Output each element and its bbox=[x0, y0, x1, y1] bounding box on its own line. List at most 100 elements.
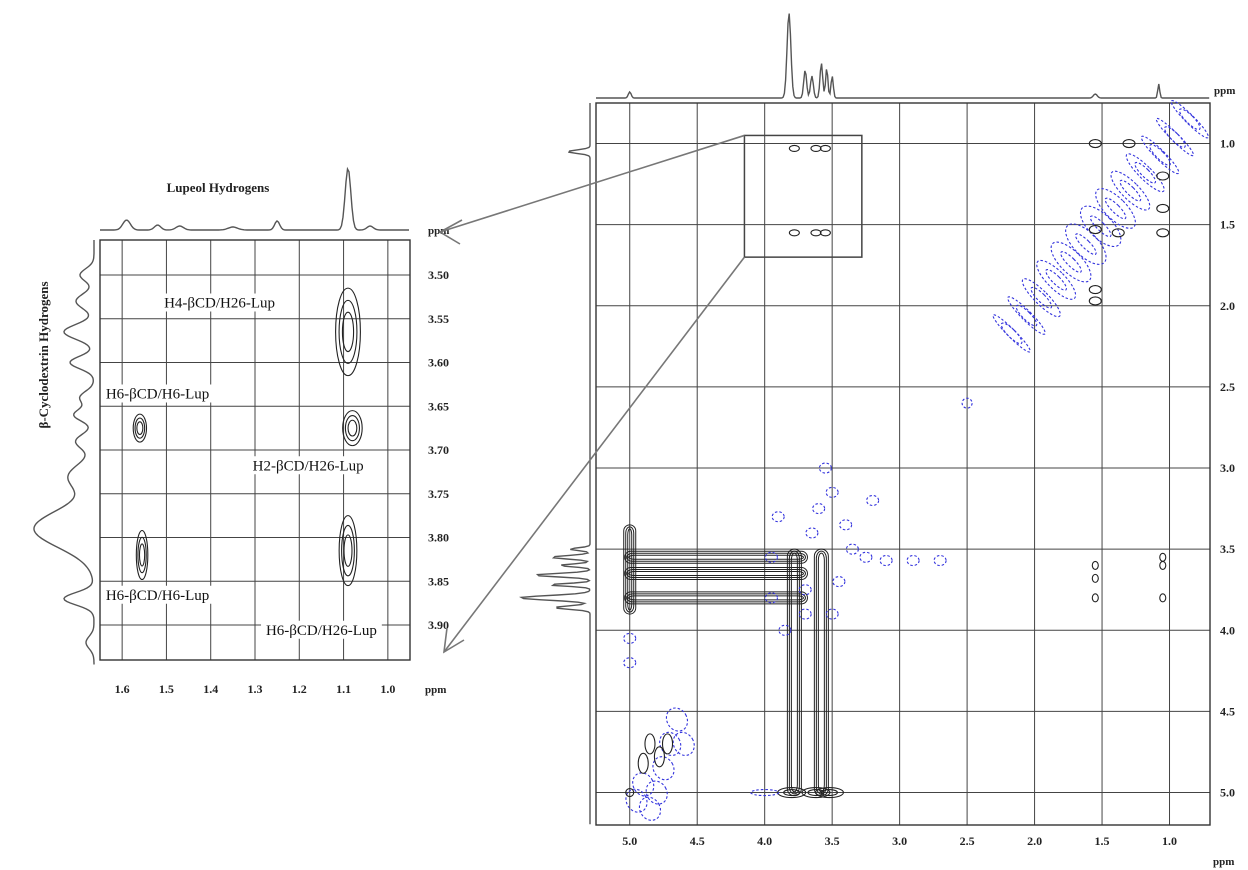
negative-peak bbox=[623, 657, 637, 669]
diagonal-peak bbox=[961, 397, 973, 409]
main-grid bbox=[596, 103, 1210, 825]
diagonal-peak bbox=[1110, 170, 1151, 211]
cross-peak-ridge bbox=[624, 567, 808, 581]
annotation-backing bbox=[159, 293, 280, 312]
cross-peak bbox=[788, 229, 800, 237]
inset-cross-peak bbox=[341, 524, 355, 577]
main-y-ticks: 1.0 1.5 2.0 2.5 3.0 3.5 4.0 4.5 5.0 bbox=[1220, 137, 1235, 800]
cross-peak bbox=[807, 789, 825, 797]
cross-peak bbox=[653, 746, 665, 768]
inset-cross-peaks bbox=[132, 287, 363, 587]
inset-cross-peak bbox=[335, 287, 361, 377]
diagonal-peak bbox=[1000, 322, 1023, 345]
negative-peak bbox=[832, 576, 846, 588]
cross-peak-ridge bbox=[626, 569, 806, 579]
diagonal-peak bbox=[1164, 126, 1186, 148]
negative-peak bbox=[638, 796, 662, 821]
diagonal-peak bbox=[1155, 117, 1195, 157]
negative-peak bbox=[859, 551, 873, 563]
negative-peak bbox=[778, 624, 792, 636]
negative-peak bbox=[764, 551, 778, 563]
cross-peak-ridge bbox=[625, 526, 635, 613]
main-y-tick-label: 4.5 bbox=[1220, 704, 1235, 718]
inset-cross-peak bbox=[338, 299, 358, 364]
main-x-tick-label: 4.5 bbox=[690, 834, 705, 848]
inset-x-tick-label: 1.6 bbox=[115, 682, 130, 696]
cross-peak bbox=[625, 788, 635, 798]
cross-peak bbox=[1091, 560, 1099, 570]
negative-peak bbox=[665, 707, 689, 732]
main-plot-frame bbox=[595, 102, 1211, 826]
inset-cross-peak bbox=[136, 421, 144, 435]
main-x-tick-label: 3.5 bbox=[825, 834, 840, 848]
main-y-tick-label: 5.0 bbox=[1220, 786, 1235, 800]
inset-y-tick-label: 3.70 bbox=[428, 443, 449, 457]
main-y-tick-label: 1.0 bbox=[1220, 137, 1235, 151]
cross-peak-ridge bbox=[628, 554, 804, 560]
negative-peak bbox=[771, 511, 785, 523]
main-spectrum: 5.0 4.5 4.0 3.5 3.0 2.5 2.0 1.5 1.0 1.0 1.5 2.0 2.5… bbox=[519, 13, 1235, 868]
negative-peak bbox=[798, 584, 812, 596]
negative-peak bbox=[623, 632, 637, 644]
main-contours bbox=[623, 100, 1209, 821]
inset-top-projection bbox=[100, 166, 409, 231]
cross-peak bbox=[814, 787, 845, 799]
annotation-backing bbox=[101, 384, 214, 403]
main-y-unit: ppm bbox=[1214, 85, 1235, 97]
diagonal-peak bbox=[1015, 304, 1038, 327]
negative-peak bbox=[839, 519, 853, 531]
diagonal-peak bbox=[1007, 296, 1046, 335]
negative-peak bbox=[825, 608, 839, 620]
diagonal-peak bbox=[1170, 100, 1209, 139]
diagonal-peak bbox=[1178, 108, 1201, 131]
inset-cross-peak bbox=[135, 529, 149, 581]
diagonal-peak bbox=[1065, 223, 1107, 265]
inset-x-unit: ppm bbox=[425, 684, 446, 696]
inset-cross-peak bbox=[342, 410, 363, 447]
inset-y-tick-label: 3.80 bbox=[428, 531, 449, 545]
main-y-tick-label: 1.5 bbox=[1220, 218, 1235, 232]
diagonal-peak bbox=[1045, 269, 1068, 291]
main-x-tick-label: 1.0 bbox=[1162, 834, 1177, 848]
cross-peak-ridge bbox=[628, 571, 804, 577]
cross-peak-ridge bbox=[624, 550, 808, 564]
cross-peak bbox=[1088, 139, 1102, 149]
cross-peak-annotation: H2-βCD/H26-Lup bbox=[253, 458, 364, 474]
cross-peak bbox=[1088, 225, 1102, 235]
inset-cross-peak bbox=[347, 419, 358, 437]
cross-peak bbox=[777, 787, 807, 799]
cross-peak bbox=[788, 144, 800, 152]
inset-y-tick-label: 3.50 bbox=[428, 268, 449, 282]
inset-cross-peak bbox=[338, 515, 358, 587]
main-y-tick-label: 3.5 bbox=[1220, 542, 1235, 556]
cross-peak bbox=[1156, 228, 1170, 238]
cross-peak-ridge bbox=[624, 591, 808, 605]
cross-peak bbox=[1159, 552, 1167, 562]
main-x-tick-label: 2.5 bbox=[960, 834, 975, 848]
cross-peak bbox=[801, 787, 831, 799]
inset-y-tick-label: 3.75 bbox=[428, 487, 449, 501]
inset-y-ticks: 3.50 3.55 3.60 3.65 3.70 3.75 3.80 3.85 3.90 bbox=[428, 268, 449, 632]
diagonal-peak bbox=[1021, 278, 1061, 318]
inset-y-tick-label: 3.90 bbox=[428, 618, 449, 632]
negative-peak bbox=[625, 788, 648, 813]
cross-peak-annotation: H4-βCD/H26-Lup bbox=[164, 296, 275, 312]
cross-peak-annotation: H6-βCD/H26-Lup bbox=[266, 623, 377, 639]
inset-x-title: Lupeol Hydrogens bbox=[167, 180, 270, 195]
inset-x-tick-label: 1.4 bbox=[203, 682, 218, 696]
inset-cross-peak bbox=[138, 543, 146, 567]
cross-peak bbox=[810, 144, 822, 152]
diagonal-peak bbox=[1036, 259, 1077, 300]
inset-x-tick-label: 1.2 bbox=[292, 682, 307, 696]
inset-y-title: β-Cyclodextrin Hydrogens bbox=[36, 281, 51, 428]
negative-peak bbox=[672, 731, 695, 756]
cross-peak bbox=[1111, 228, 1125, 238]
main-y-tick-label: 3.0 bbox=[1220, 461, 1235, 475]
diagonal-peak bbox=[1030, 286, 1053, 309]
cross-peak-ridge bbox=[790, 552, 798, 793]
inset-x-ticks: 1.6 1.5 1.4 1.3 1.2 1.1 1.0 bbox=[115, 682, 396, 696]
cross-peak-annotation: H6-βCD/H6-Lup bbox=[106, 588, 209, 604]
negative-peak bbox=[805, 527, 819, 539]
cross-peak bbox=[1091, 573, 1099, 583]
